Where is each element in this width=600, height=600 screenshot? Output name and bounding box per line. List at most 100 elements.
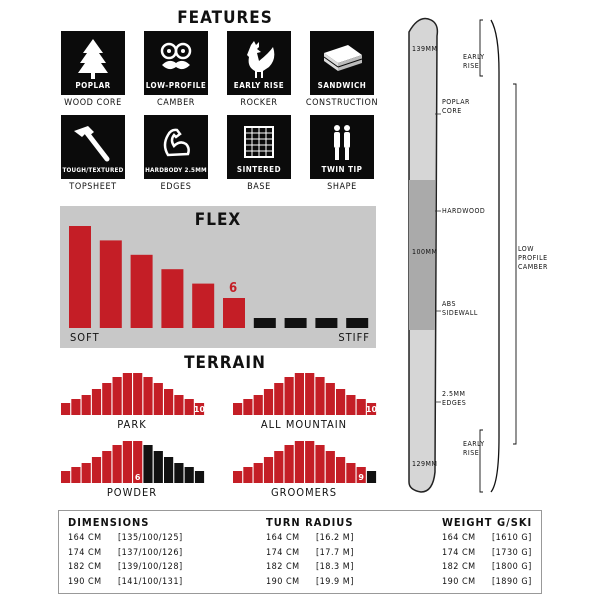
flex-bar: [130, 254, 153, 328]
spec-value: [137/100/126]: [118, 547, 183, 558]
flex-bar: [223, 298, 245, 328]
terrain-bar: [315, 377, 325, 415]
terrain-bar: [243, 467, 253, 483]
feature-caption: CAMBER: [156, 98, 196, 108]
terrain-bar: [356, 399, 366, 415]
spec-row: 190 CM [19.9 M]: [266, 575, 354, 590]
spec-value: [1890 G]: [492, 576, 532, 587]
bracket-low-profile-camber: [513, 83, 517, 445]
terrain-bar: [143, 445, 153, 483]
feature-label: SANDWICH: [317, 81, 367, 90]
feature-caption: CONSTRUCTION: [305, 98, 379, 108]
terrain-caption-powder: POWDER: [106, 486, 158, 499]
feature-label: LOW-PROFILE: [145, 81, 207, 90]
terrain-bar: [184, 467, 194, 483]
spec-row: 164 CM [135/100/125]: [68, 531, 183, 546]
terrain-rating: 9: [358, 473, 364, 482]
ski-tail-width: 129MM: [412, 460, 438, 468]
specs-weight: WEIGHT G/SKI 164 CM [1610 G] 174 CM [1730 G…: [442, 516, 532, 589]
terrain-title: TERRAIN: [184, 353, 266, 373]
terrain-bar: [122, 441, 132, 483]
spec-row: 190 CM [1890 G]: [442, 575, 532, 590]
terrain-bar: [81, 463, 91, 483]
mustache-face-icon: [160, 42, 192, 70]
flex-panel: FLEX SOFT STIFF 6: [60, 206, 376, 348]
terrain-caption-all-mountain: ALL MOUNTAIN: [260, 418, 348, 431]
flex-bar: [346, 318, 369, 328]
specs-turn-radius: TURN RADIUS 164 CM [16.2 M] 174 CM [17.7 M]…: [266, 516, 354, 589]
terrain-bar: [274, 383, 284, 415]
ski-waist-width: 100MM: [412, 248, 438, 256]
spec-length: 174 CM: [266, 547, 300, 558]
feature-caption: BASE: [247, 182, 271, 192]
spec-value: [16.2 M]: [316, 533, 354, 543]
feature-caption: SHAPE: [327, 182, 357, 192]
terrain-bar: [164, 389, 174, 415]
terrain-bar: [61, 471, 71, 483]
callout-early-rise-bottom: EARLY RISE: [463, 440, 485, 457]
feature-label: POPLAR: [75, 81, 111, 90]
spec-value: [19.9 M]: [316, 576, 354, 587]
terrain-bar: [305, 373, 315, 415]
terrain-bar: [194, 403, 205, 415]
terrain-bar: [184, 399, 194, 415]
terrain-bar: [346, 395, 356, 415]
terrain-bar: [233, 471, 243, 483]
feature-tile-sandwich: SANDWICH: [310, 31, 374, 95]
sandwich-icon: [323, 45, 363, 71]
flex-bar: [192, 283, 215, 328]
spec-row: 174 CM [1730 G]: [442, 546, 532, 561]
terrain-bar: [143, 377, 153, 415]
terrain-bar: [164, 457, 174, 483]
spec-value: [1610 G]: [492, 533, 532, 543]
terrain-bar: [253, 463, 263, 483]
terrain-bar: [366, 471, 377, 483]
callout-low-profile-camber: LOW PROFILE CAMBER: [518, 245, 548, 271]
feature-label: EARLY RISE: [233, 81, 285, 90]
flexed-arm-icon: [163, 128, 190, 157]
bracket-early-rise-bottom: [479, 429, 483, 493]
spec-value: [17.7 M]: [316, 547, 354, 558]
flex-stiff-label: STIFF: [338, 331, 370, 344]
spec-length: 164 CM: [266, 533, 300, 543]
terrain-bar: [274, 451, 284, 483]
spec-length: 164 CM: [442, 533, 476, 543]
feature-label: TWIN TIP: [321, 165, 363, 174]
ski-side-profile: [490, 19, 500, 493]
features-title: FEATURES: [177, 8, 273, 28]
spec-row: 174 CM [17.7 M]: [266, 546, 354, 561]
flex-meter: [69, 226, 369, 328]
feature-label: SINTERED: [236, 165, 282, 174]
spec-value: [1800 G]: [492, 562, 532, 572]
spec-row: 174 CM [137/100/126]: [68, 546, 183, 561]
callout-edges: 2.5MM EDGES: [442, 390, 467, 407]
terrain-bar: [122, 373, 132, 415]
terrain-bar: [263, 389, 274, 415]
feature-label: TOUGH/TEXTURED: [62, 167, 124, 174]
terrain-rating: 6: [135, 473, 141, 482]
callout-abs-sidewall: ABS SIDEWALL: [442, 300, 478, 317]
terrain-bar: [294, 373, 304, 415]
terrain-bar: [366, 403, 377, 415]
terrain-bar: [253, 395, 263, 415]
flex-bar: [69, 226, 91, 328]
terrain-bar: [61, 403, 71, 415]
spec-row: 164 CM [1610 G]: [442, 531, 532, 546]
spec-value: [139/100/128]: [118, 562, 183, 572]
spec-length: 164 CM: [68, 533, 102, 543]
flex-bar: [253, 318, 276, 328]
feature-label: HARDBODY 2.5MM: [145, 167, 207, 174]
spec-row: 182 CM [1800 G]: [442, 560, 532, 575]
terrain-bar: [81, 395, 91, 415]
terrain-bar: [133, 441, 143, 483]
callout-poplar-core: POPLAR CORE: [442, 98, 470, 115]
rooster-icon: [247, 41, 275, 78]
terrain-bar: [133, 373, 143, 415]
flex-soft-label: SOFT: [70, 331, 100, 344]
spec-length: 190 CM: [68, 576, 102, 587]
bracket-early-rise-top: [479, 19, 483, 77]
flex-bar: [284, 318, 307, 328]
terrain-bar: [71, 467, 81, 483]
terrain-bar: [294, 441, 304, 483]
terrain-bar: [153, 383, 163, 415]
